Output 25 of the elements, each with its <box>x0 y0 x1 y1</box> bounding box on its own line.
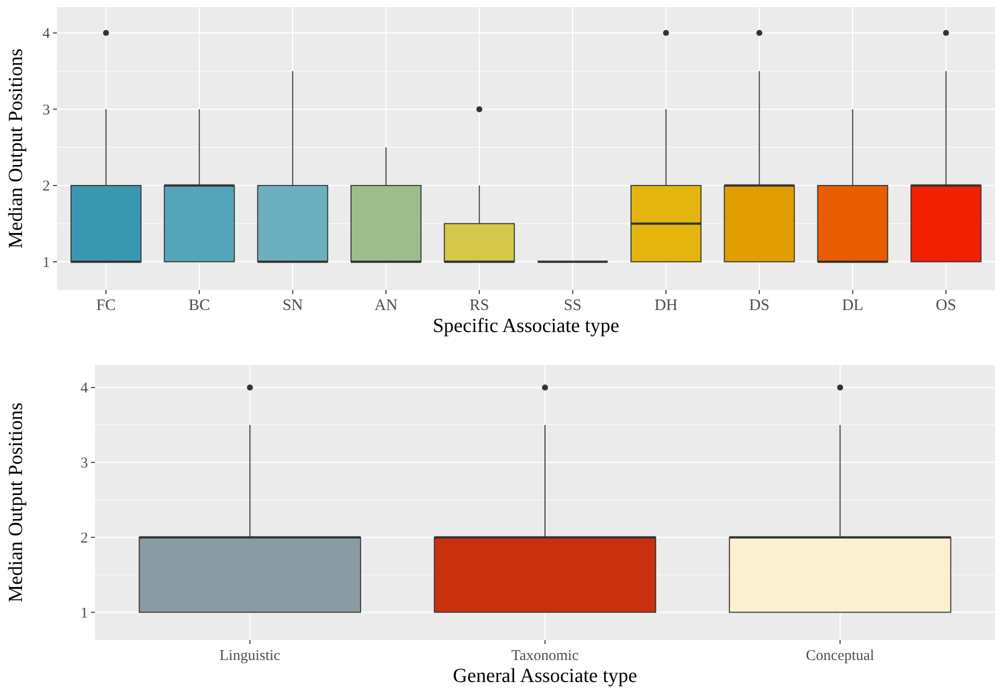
y-tick-label: 4 <box>42 26 50 42</box>
x-tick-label: BC <box>188 297 210 314</box>
x-axis-title: General Associate type <box>452 665 638 687</box>
x-tick-label: DH <box>654 297 678 314</box>
y-tick-label: 1 <box>80 606 88 622</box>
x-tick-label: DL <box>842 297 864 314</box>
x-tick-label: SS <box>564 297 582 314</box>
x-tick-label: AN <box>374 297 398 314</box>
y-axis-title: Median Output Positions <box>5 48 27 249</box>
x-tick-label: Linguistic <box>220 648 281 664</box>
y-tick-label: 1 <box>42 255 50 272</box>
x-axis-title: Specific Associate type <box>432 315 620 337</box>
x-tick-label: FC <box>96 297 116 314</box>
y-tick-label: 2 <box>80 530 88 547</box>
x-tick-label: Conceptual <box>806 648 874 664</box>
x-tick-label: Taxonomic <box>511 648 579 664</box>
y-tick-label: 3 <box>80 456 88 472</box>
y-tick-label: 3 <box>42 102 50 118</box>
y-tick-label: 2 <box>42 178 50 195</box>
x-tick-label: DS <box>749 297 770 314</box>
y-axis-title: Median Output Positions <box>5 402 27 603</box>
x-tick-label: OS <box>936 297 956 314</box>
y-tick-label: 4 <box>80 380 88 397</box>
x-tick-label: RS <box>470 297 490 314</box>
x-tick-label: SN <box>282 297 304 314</box>
